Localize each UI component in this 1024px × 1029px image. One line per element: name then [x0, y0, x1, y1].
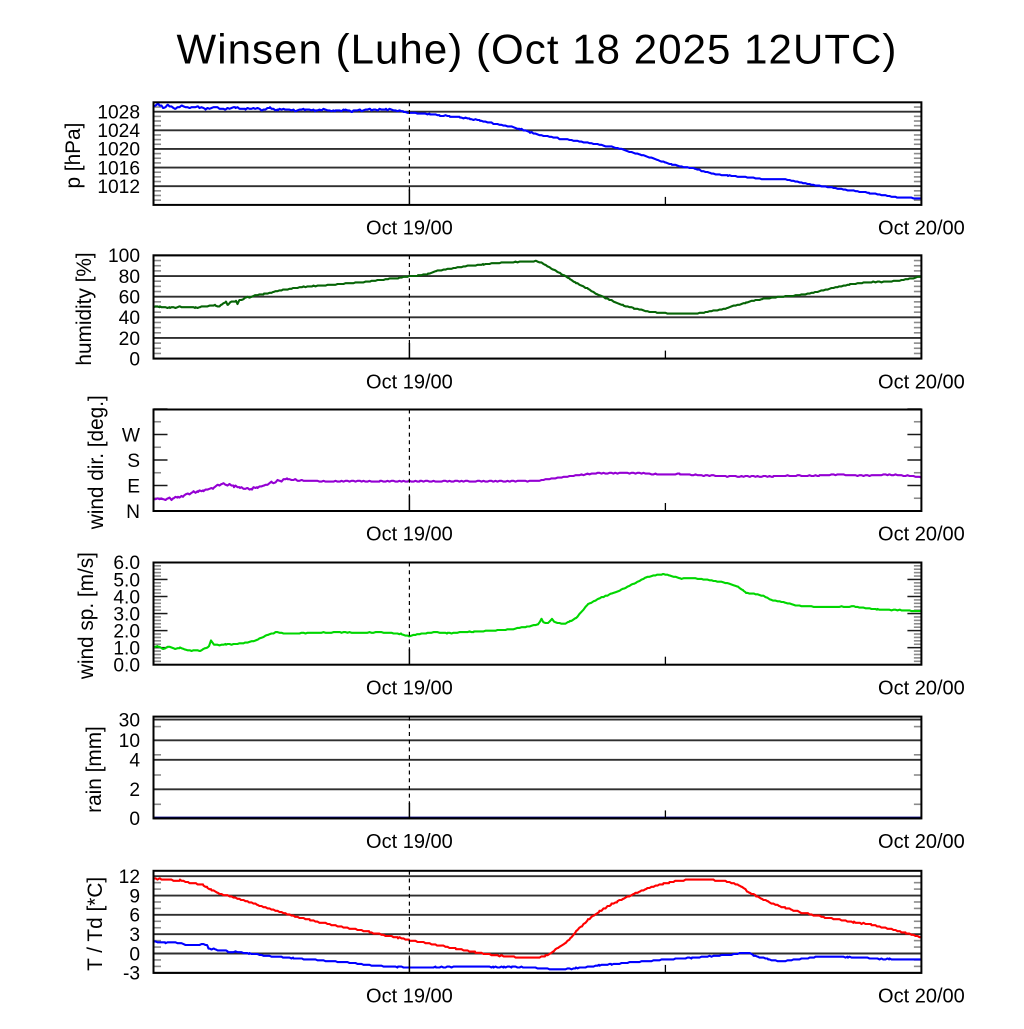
svg-text:12: 12 [119, 867, 140, 888]
svg-text:-3: -3 [123, 964, 140, 985]
svg-text:W: W [122, 425, 141, 446]
svg-text:Winsen (Luhe) (Oct 18 2025 12U: Winsen (Luhe) (Oct 18 2025 12UTC) [177, 26, 898, 73]
svg-text:80: 80 [119, 267, 140, 288]
svg-text:T / Td [*C]: T / Td [*C] [84, 877, 107, 971]
svg-text:wind dir. [deg.]: wind dir. [deg.] [85, 395, 108, 530]
svg-text:1012: 1012 [97, 177, 140, 198]
svg-text:1020: 1020 [97, 140, 140, 161]
svg-text:Oct 20/00: Oct 20/00 [878, 524, 965, 546]
svg-text:6.0: 6.0 [113, 553, 140, 574]
svg-text:0: 0 [129, 349, 140, 370]
svg-text:rain [mm]: rain [mm] [83, 726, 106, 813]
svg-text:40: 40 [119, 308, 140, 329]
svg-text:Oct 20/00: Oct 20/00 [878, 371, 965, 393]
svg-text:4.0: 4.0 [113, 587, 140, 608]
svg-text:Oct 19/00: Oct 19/00 [366, 218, 453, 240]
svg-text:2: 2 [129, 780, 140, 801]
svg-text:3: 3 [129, 925, 140, 946]
svg-text:E: E [127, 476, 140, 497]
svg-text:5.0: 5.0 [113, 570, 140, 591]
svg-text:30: 30 [119, 710, 140, 731]
svg-text:20: 20 [119, 329, 140, 350]
svg-text:1.0: 1.0 [113, 638, 140, 659]
svg-text:1016: 1016 [97, 158, 140, 179]
svg-text:4: 4 [129, 751, 140, 772]
svg-text:S: S [127, 451, 140, 472]
svg-text:6: 6 [129, 906, 140, 927]
svg-text:100: 100 [108, 246, 140, 267]
svg-text:Oct 19/00: Oct 19/00 [366, 524, 453, 546]
svg-text:1024: 1024 [97, 121, 140, 142]
svg-text:Oct 20/00: Oct 20/00 [878, 218, 965, 240]
svg-text:Oct 19/00: Oct 19/00 [366, 986, 453, 1008]
svg-text:60: 60 [119, 287, 140, 308]
svg-text:Oct 20/00: Oct 20/00 [878, 831, 965, 853]
svg-text:Oct 19/00: Oct 19/00 [366, 371, 453, 393]
svg-text:N: N [126, 502, 140, 523]
svg-text:0.0: 0.0 [113, 656, 140, 677]
svg-text:0: 0 [129, 944, 140, 965]
svg-text:wind sp. [m/s]: wind sp. [m/s] [75, 552, 98, 680]
svg-text:Oct 19/00: Oct 19/00 [366, 677, 453, 699]
svg-text:2.0: 2.0 [113, 621, 140, 642]
svg-text:10: 10 [119, 731, 140, 752]
svg-text:0: 0 [129, 809, 140, 830]
svg-text:9: 9 [129, 886, 140, 907]
svg-text:Oct 20/00: Oct 20/00 [878, 986, 965, 1008]
svg-text:p [hPa]: p [hPa] [62, 123, 85, 189]
svg-text:Oct 19/00: Oct 19/00 [366, 831, 453, 853]
svg-text:Oct 20/00: Oct 20/00 [878, 677, 965, 699]
svg-text:1028: 1028 [97, 103, 140, 124]
svg-text:3.0: 3.0 [113, 604, 140, 625]
svg-text:humidity [%]: humidity [%] [73, 252, 96, 365]
